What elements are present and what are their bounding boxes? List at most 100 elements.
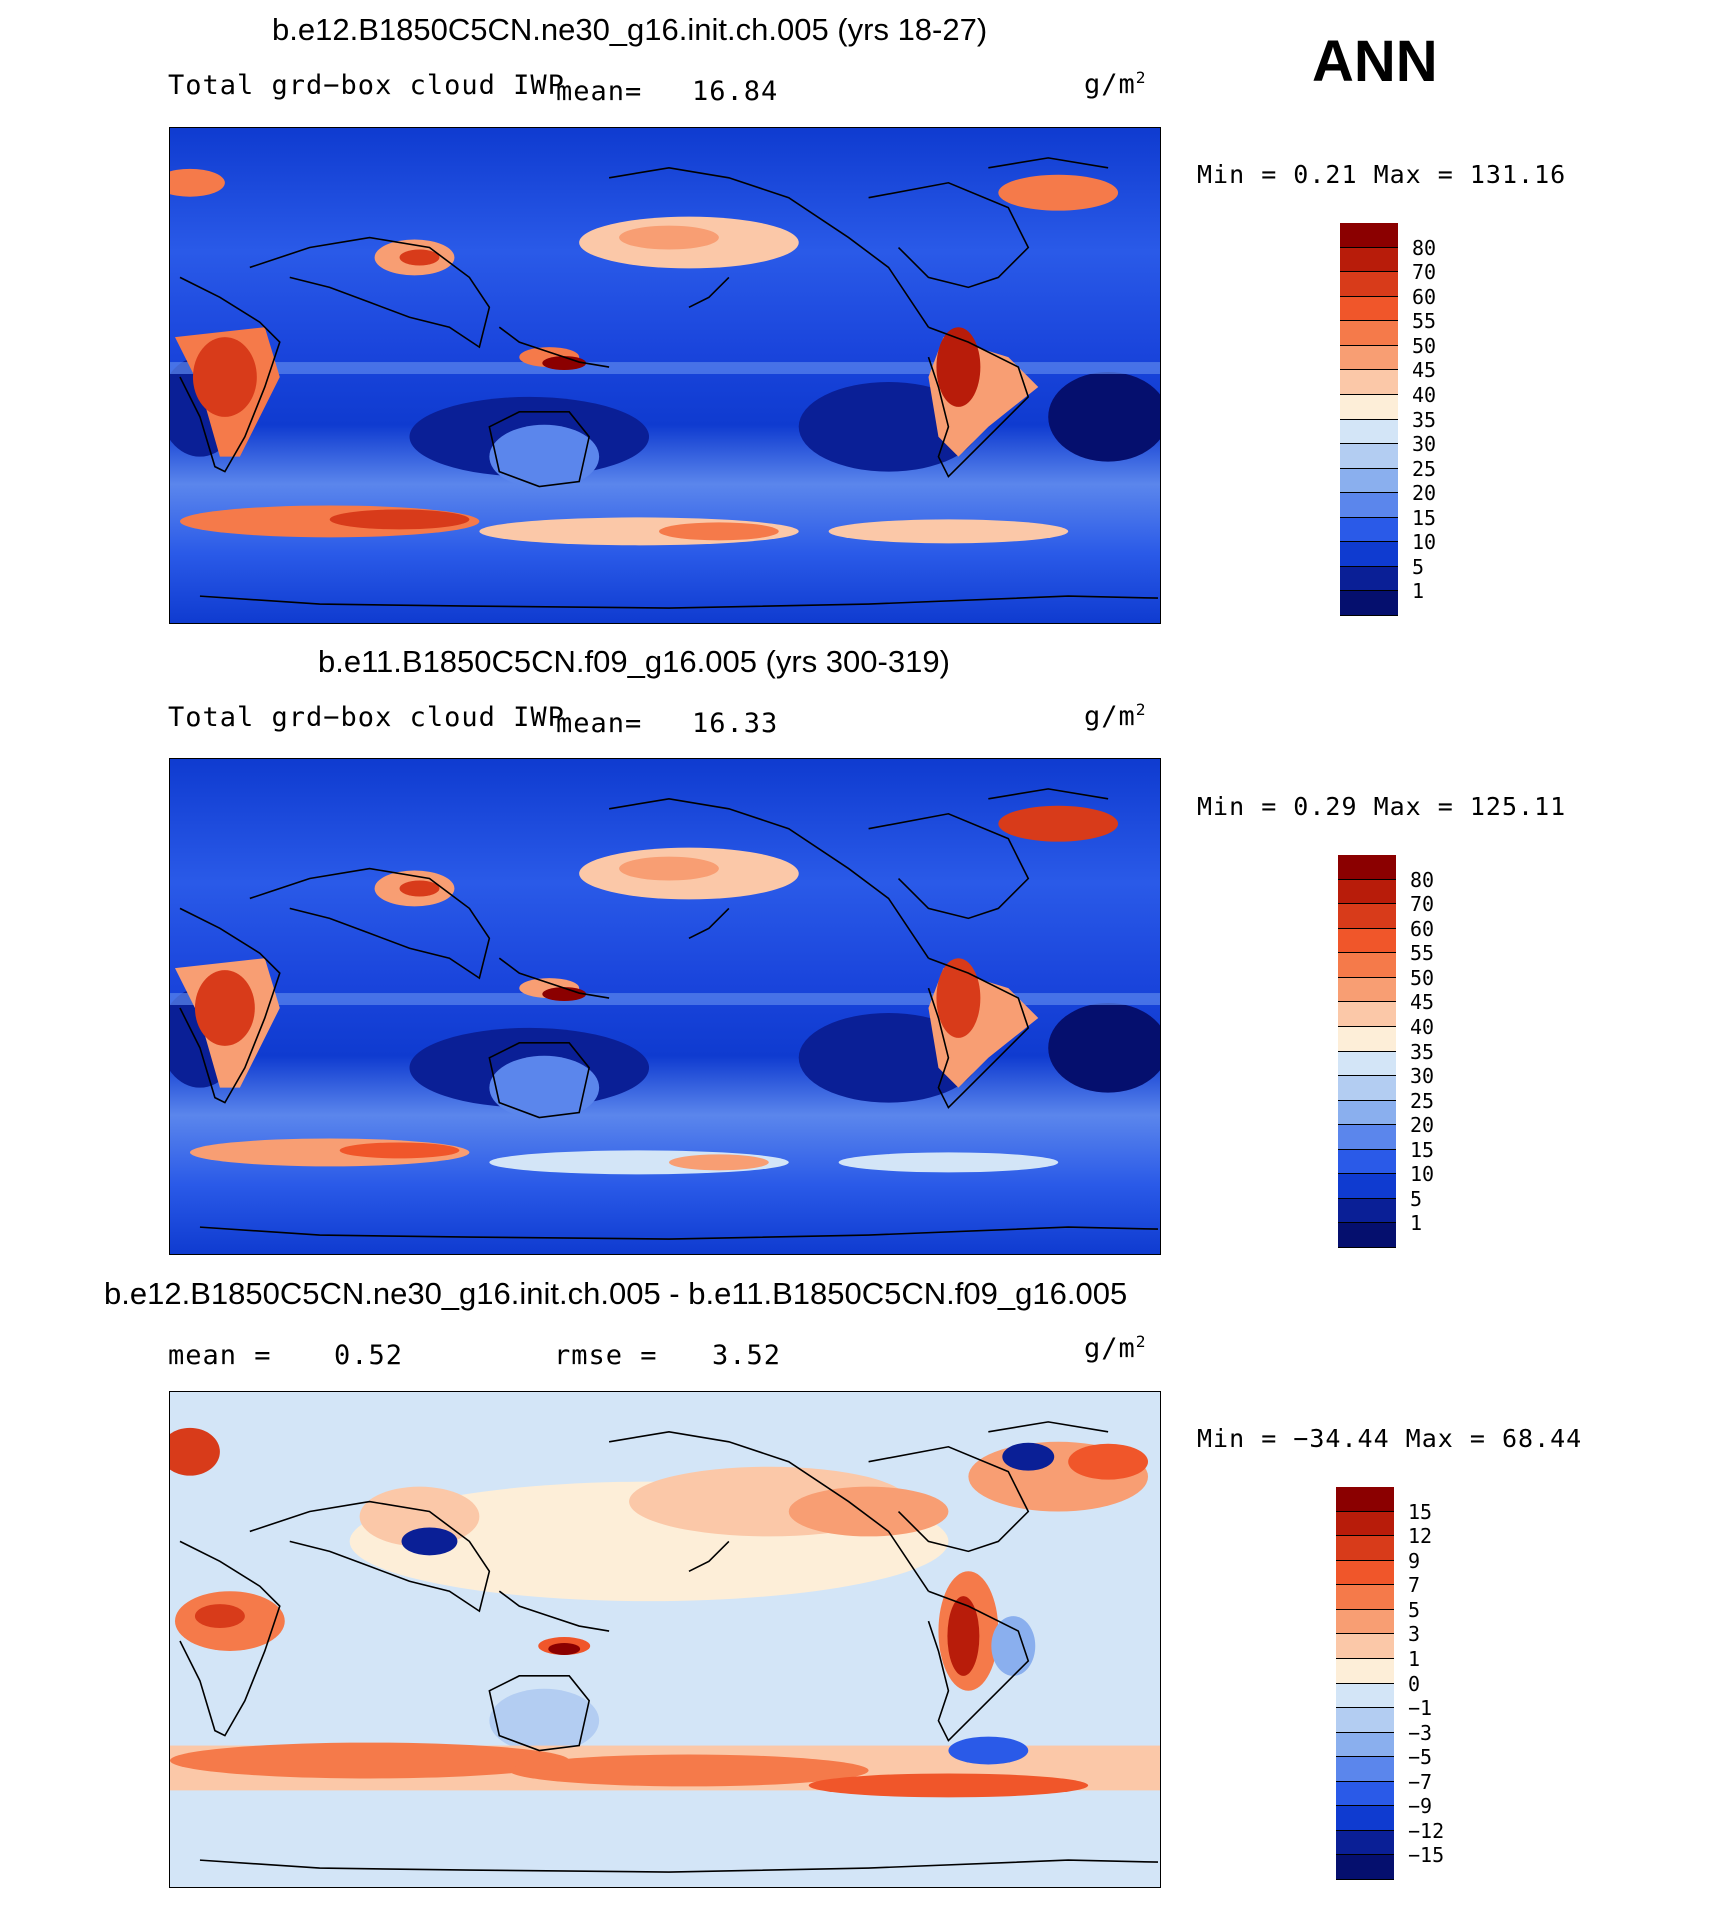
- panel2-title: b.e11.B1850C5CN.f09_g16.005 (yrs 300-319…: [318, 644, 950, 679]
- colorbar-tick-label: 20: [1410, 1113, 1435, 1138]
- colorbar-swatch: [1338, 1223, 1396, 1248]
- colorbar-tick-label: 1: [1408, 1646, 1421, 1671]
- panel1-mean-label: mean=: [556, 76, 643, 107]
- colorbar-tick-label: −12: [1408, 1818, 1445, 1843]
- panel2-minmax: Min = 0.29 Max = 125.11: [1197, 792, 1567, 821]
- colorbar-tick-label: 5: [1408, 1597, 1421, 1622]
- colorbar-tick-label: 60: [1412, 284, 1437, 309]
- colorbar-tick-label: −7: [1408, 1769, 1433, 1794]
- colorbar-tick-label: 80: [1410, 867, 1435, 892]
- colorbar-swatch: [1336, 1806, 1394, 1831]
- colorbar-swatch: [1338, 1076, 1396, 1101]
- colorbar-tick-label: 12: [1408, 1524, 1433, 1549]
- panel1-units: g/m2: [1084, 68, 1147, 100]
- colorbar-swatch: [1336, 1708, 1394, 1733]
- colorbar-swatch: [1340, 542, 1398, 567]
- panel3-rmse-label: rmse =: [554, 1340, 658, 1371]
- panel3-mean-value: 0.52: [334, 1340, 404, 1371]
- colorbar-swatch: [1336, 1683, 1394, 1709]
- season-label: ANN: [1312, 29, 1438, 94]
- colorbar-tick-label: 10: [1412, 530, 1437, 555]
- colorbar-tick-label: 9: [1408, 1548, 1421, 1573]
- colorbar-tick-label: 5: [1412, 554, 1425, 579]
- colorbar-swatch: [1340, 566, 1398, 592]
- panel3-mean-label: mean =: [168, 1340, 272, 1371]
- colorbar-swatch: [1338, 1100, 1396, 1126]
- panel2-variable-label: Total grd−box cloud IWP: [168, 702, 565, 733]
- colorbar-tick-label: 15: [1412, 505, 1437, 530]
- colorbar-tick-label: 15: [1410, 1137, 1435, 1162]
- colorbar-tick-label: 5: [1410, 1186, 1423, 1211]
- panel1-map-graphic: [170, 128, 1160, 623]
- panel2-map-graphic: [170, 759, 1160, 1254]
- colorbar-swatch: [1336, 1855, 1394, 1880]
- colorbar-swatch: [1340, 517, 1398, 543]
- colorbar-tick-label: 1: [1410, 1211, 1423, 1236]
- colorbar-swatch: [1336, 1781, 1394, 1807]
- colorbar-swatch: [1340, 591, 1398, 616]
- colorbar-tick-label: 55: [1410, 941, 1435, 966]
- colorbar-tick-label: −1: [1408, 1696, 1433, 1721]
- colorbar-tick-label: 70: [1412, 260, 1437, 285]
- panel1-mean-value: 16.84: [692, 76, 779, 107]
- panel1-minmax: Min = 0.21 Max = 131.16: [1197, 160, 1567, 189]
- colorbar-tick-label: 50: [1412, 333, 1437, 358]
- colorbar-swatch: [1338, 1026, 1396, 1052]
- colorbar-swatch: [1340, 272, 1398, 297]
- panel1-variable-label: Total grd−box cloud IWP: [168, 70, 565, 101]
- colorbar-swatch: [1340, 370, 1398, 395]
- colorbar-swatch: [1338, 904, 1396, 929]
- colorbar-swatch: [1340, 419, 1398, 445]
- panel3-map: [169, 1391, 1161, 1888]
- colorbar-tick-label: 35: [1412, 407, 1437, 432]
- panel2-map: [169, 758, 1161, 1255]
- colorbar-tick-label: 35: [1410, 1039, 1435, 1064]
- colorbar-swatch: [1336, 1732, 1394, 1758]
- panel1-title: b.e12.B1850C5CN.ne30_g16.init.ch.005 (yr…: [272, 12, 988, 47]
- panel3-colorbar: 15 12 9 7 5 3 1 0 −1 −3 −5 −7 −9 −12 −15: [1336, 1487, 1496, 1880]
- colorbar-tick-label: 3: [1408, 1622, 1421, 1647]
- colorbar-swatch: [1338, 1002, 1396, 1027]
- colorbar-tick-label: 30: [1412, 432, 1437, 457]
- colorbar-swatch: [1338, 953, 1396, 978]
- panel3-map-graphic: [170, 1392, 1160, 1887]
- colorbar-tick-label: 20: [1412, 481, 1437, 506]
- panel1-map: [169, 127, 1161, 624]
- colorbar-swatch: [1340, 247, 1398, 273]
- panel3-minmax: Min = −34.44 Max = 68.44: [1197, 1424, 1583, 1453]
- colorbar-tick-label: 60: [1410, 916, 1435, 941]
- colorbar-tick-label: 40: [1410, 1014, 1435, 1039]
- colorbar-tick-label: 70: [1410, 892, 1435, 917]
- colorbar-swatch: [1338, 928, 1396, 954]
- colorbar-swatch: [1338, 1125, 1396, 1150]
- colorbar-tick-label: 15: [1408, 1499, 1433, 1524]
- colorbar-swatch: [1340, 321, 1398, 346]
- colorbar-swatch: [1340, 223, 1398, 248]
- colorbar-tick-label: 45: [1410, 990, 1435, 1015]
- colorbar-tick-label: −3: [1408, 1720, 1433, 1745]
- colorbar-swatch: [1336, 1658, 1394, 1684]
- colorbar-swatch: [1338, 1174, 1396, 1199]
- colorbar-tick-label: 1: [1412, 579, 1425, 604]
- colorbar-swatch: [1338, 879, 1396, 905]
- panel3-rmse-value: 3.52: [712, 1340, 782, 1371]
- colorbar-tick-label: 25: [1410, 1088, 1435, 1113]
- colorbar-swatch: [1338, 1149, 1396, 1175]
- colorbar-swatch: [1340, 345, 1398, 371]
- colorbar-tick-label: −9: [1408, 1794, 1433, 1819]
- colorbar-tick-label: 80: [1412, 235, 1437, 260]
- colorbar-swatch: [1340, 493, 1398, 518]
- colorbar-swatch: [1336, 1585, 1394, 1610]
- colorbar-tick-label: 0: [1408, 1671, 1421, 1696]
- panel2-colorbar: 80 70 60 55 50 45 40 35 30 25 20 15 10 5 1: [1338, 855, 1498, 1248]
- colorbar-swatch: [1336, 1634, 1394, 1659]
- colorbar-tick-label: 50: [1410, 965, 1435, 990]
- panel2-units: g/m2: [1084, 700, 1147, 732]
- colorbar-tick-label: 45: [1412, 358, 1437, 383]
- colorbar-swatch: [1336, 1487, 1394, 1512]
- colorbar-swatch: [1338, 1198, 1396, 1224]
- colorbar-swatch: [1338, 1051, 1396, 1077]
- panel2-mean-value: 16.33: [692, 708, 779, 739]
- colorbar-swatch: [1338, 855, 1396, 880]
- panel2-mean-label: mean=: [556, 708, 643, 739]
